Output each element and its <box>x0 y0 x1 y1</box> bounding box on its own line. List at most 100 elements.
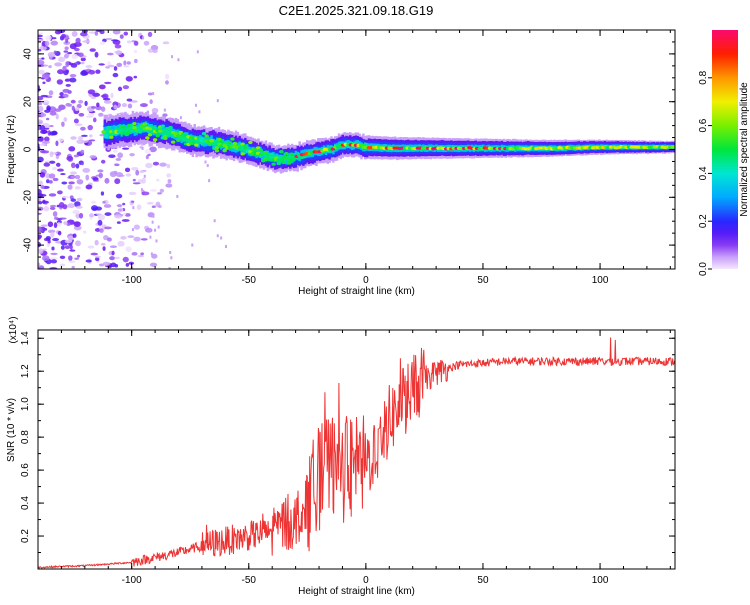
spectrogram-noise-cell <box>58 104 66 110</box>
spectrogram-noise-cell <box>57 230 62 236</box>
spectrogram-noise-cell <box>38 241 42 248</box>
spectrogram-noise-cell <box>97 169 104 173</box>
spectrogram-noise-cell <box>70 175 76 179</box>
spectrogram-noise-cell <box>79 31 88 37</box>
spectrogram-xtick-label: 0 <box>363 275 369 286</box>
spectrogram-ridge-peak <box>232 141 238 146</box>
spectrogram-noise-cell <box>133 236 141 242</box>
spectrogram-noise-cell <box>64 78 70 82</box>
spectrogram-noise-cell <box>45 117 50 121</box>
spectrogram-noise-cell <box>80 61 85 65</box>
spectrogram-ridge-peak <box>121 125 127 129</box>
spectrogram-noise-cell <box>91 105 97 109</box>
spectrogram-ridge-peak <box>132 126 137 130</box>
spectrogram-noise-cell <box>114 178 121 185</box>
spectrogram-noise-cell <box>74 221 80 226</box>
spectrogram-noise-cell <box>67 184 73 190</box>
spectrogram-noise-cell <box>98 172 103 179</box>
spectrogram-noise-cell <box>131 166 139 171</box>
spectrogram-noise-cell <box>141 146 144 150</box>
spectrogram-ridge-cell <box>227 141 230 147</box>
spectrogram-noise-cell <box>48 65 52 69</box>
colorbar-tick-label: 0.8 <box>698 70 709 84</box>
spectrogram-noise-cell <box>48 90 54 96</box>
spectrogram-ridge-peak <box>191 140 196 145</box>
spectrogram-noise-cell <box>133 40 139 46</box>
spectrogram-noise-cell <box>38 32 44 35</box>
spectrogram-ridge-peak <box>137 129 142 133</box>
spectrogram-noise-cell <box>165 73 170 80</box>
spectrogram-noise-cell <box>62 88 70 93</box>
spectrogram-noise-cell <box>94 257 100 262</box>
spectrogram-noise-cell <box>109 256 115 261</box>
spectrogram-noise-cell <box>66 156 73 161</box>
spectrogram-ridge-peak <box>237 146 243 150</box>
spectrogram-noise-cell <box>87 124 94 131</box>
spectrogram-noise-cell <box>63 54 69 59</box>
colorbar-panel: 0.0 0.2 0.4 0.6 0.8 Normalized spectral ampli… <box>698 30 750 276</box>
spectrogram-noise-cell <box>198 110 201 114</box>
spectrogram-noise-cell <box>127 235 135 239</box>
spectrogram-ridge-cell <box>289 154 292 160</box>
figure-title: C2E1.2025.321.09.18.G19 <box>279 3 434 18</box>
spectrogram-noise-cell <box>42 248 47 251</box>
spectrogram-noise-cell <box>38 146 41 152</box>
spectrogram-noise-cell <box>92 92 101 97</box>
spectrogram-noise-cell <box>100 94 108 98</box>
spectrogram-ridge-cell <box>152 126 155 132</box>
spectrogram-ridge-cell <box>182 135 185 141</box>
spectrogram-noise-cell <box>71 31 78 37</box>
snr-ytick-label: 1.4 <box>20 331 31 345</box>
spectrogram-noise-cell <box>133 75 138 79</box>
spectrogram-noise-cell <box>59 91 64 97</box>
spectrogram-noise-cell <box>80 126 86 131</box>
spectrogram-noise-cell <box>94 228 100 232</box>
spectrogram-noise-cell <box>48 180 53 184</box>
spectrogram-noise-cell <box>54 216 59 220</box>
spectrogram-noise-cell <box>112 149 118 153</box>
spectrogram-noise-cell <box>76 103 82 109</box>
spectrogram-noise-cell <box>94 239 99 246</box>
spectrogram-ridge-cell <box>193 137 196 143</box>
spectrogram-noise-cell <box>89 155 97 159</box>
colorbar-tick-label: 0.6 <box>698 118 709 132</box>
spectrogram-ridge-peak <box>142 122 147 126</box>
spectrogram-noise-cell <box>123 60 127 66</box>
spectrogram-noise-cell <box>125 263 130 267</box>
spectrogram-noise-cell <box>104 226 112 230</box>
spectrogram-noise-cell <box>38 265 45 269</box>
colorbar-tick-label: 0.4 <box>698 166 709 180</box>
spectrogram-noise-cell <box>41 57 45 60</box>
spectrogram-noise-cell <box>76 197 83 202</box>
spectrogram-ridge-peak <box>140 125 145 129</box>
spectrogram-ridge-cell <box>114 126 118 133</box>
spectrogram-ytick-label: 20 <box>23 96 34 108</box>
spectrogram-noise-cell <box>114 214 122 219</box>
spectrogram-ridge-peak <box>209 138 214 143</box>
spectrogram-noise-cell <box>59 255 66 259</box>
spectrogram-noise-cell <box>38 180 43 187</box>
spectrogram-noise-cell <box>57 190 63 195</box>
spectrogram-noise-cell <box>43 206 50 212</box>
spectrogram-noise-cell <box>38 119 44 125</box>
spectrogram-noise-cell <box>167 179 172 184</box>
spectrogram-ridge-peak <box>284 156 289 160</box>
spectrogram-noise-cell <box>63 117 68 122</box>
snr-ylabel: SNR (10 * v/v) <box>6 398 17 462</box>
spectrogram-noise-cell <box>116 221 121 224</box>
spectrogram-noise-cell <box>69 249 76 252</box>
spectrogram-noise-cell <box>111 250 115 256</box>
spectrogram-noise-cell <box>176 194 179 198</box>
spectrogram-noise-cell <box>42 81 46 85</box>
spectrogram-ridge-cell <box>262 151 266 161</box>
spectrogram-noise-cell <box>68 255 73 261</box>
spectrogram-ridge-peak <box>170 140 176 144</box>
spectrogram-noise-cell <box>72 210 80 215</box>
spectrogram-noise-cell <box>40 224 48 227</box>
spectrogram-noise-cell <box>163 108 166 112</box>
spectrogram-noise-cell <box>113 104 118 110</box>
spectrogram-noise-cell <box>44 136 50 142</box>
spectrogram-ridge-peak <box>147 127 153 131</box>
spectrogram-noise-cell <box>137 254 144 258</box>
spectrogram-noise-cell <box>124 167 131 173</box>
